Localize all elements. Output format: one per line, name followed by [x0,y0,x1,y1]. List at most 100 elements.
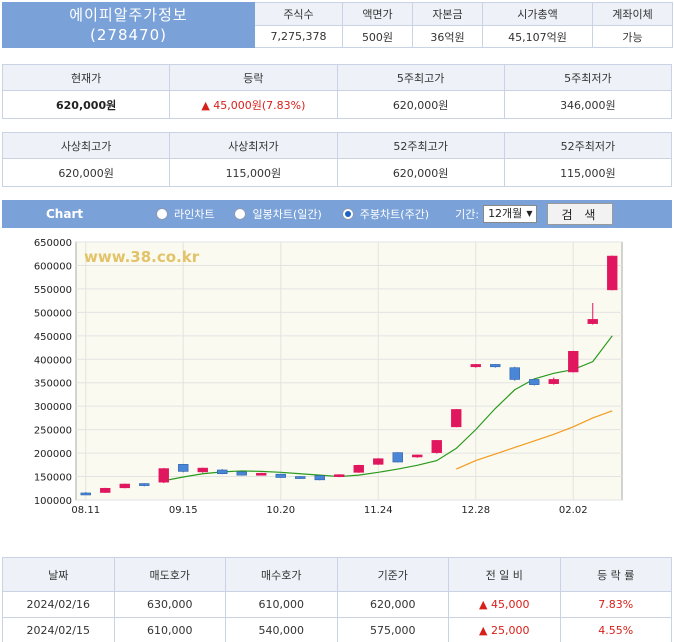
radio-label-weekly: 주봉차트(주간) [359,208,430,221]
trades-header-ask: 매도호가 [113,557,226,592]
table-row: 2024/02/16 630,000 610,000 620,000 ▲ 45,… [2,591,672,618]
radio-dot-daily[interactable] [234,208,247,220]
candle-body [158,468,169,483]
x-tick-label: 10.20 [266,505,295,516]
y-tick-label: 250000 [34,426,72,437]
history-table: 사상최고가 사상최저가 52주최고가 52주최저가 620,000원 115,0… [1,132,673,187]
x-tick-label: 08.11 [71,505,100,516]
candle-body [236,471,247,476]
company-title: 에이피알주가정보 (278470) [2,2,255,48]
y-tick-label: 550000 [34,285,72,296]
price-header-5w-low: 5주최저가 [503,64,673,91]
hist-header-52w-low: 52주최저가 [503,132,673,159]
trades-header-rate: 등 락 률 [559,557,672,592]
trade-base: 575,000 [336,617,449,642]
candle-body [139,483,150,486]
price-change: ▲ 45,000원(7.83%) [169,90,338,119]
candle-body [373,458,384,465]
candle-body [217,469,228,475]
trades-table: 날짜 매도호가 매수호가 기준가 전 일 비 등 락 률 2024/02/16 … [2,557,672,642]
52w-low: 115,000원 [503,158,673,187]
period-label: 기간: [455,208,480,221]
plot-area [75,241,623,501]
radio-weekly-chart[interactable]: 주봉차트(주간) [341,206,430,222]
current-price: 620,000원 [1,90,171,119]
y-tick-label: 500000 [34,308,72,319]
candle-body [80,492,91,496]
info-market-cap: 45,107억원 [482,25,593,48]
candle-body [256,472,267,476]
candle-body [509,367,520,380]
period-value: 12개월 [488,207,523,220]
trade-rate: 7.83% [559,591,672,618]
candle-body [334,474,345,477]
info-shares: 7,275,378 [254,25,343,48]
candle-body [490,364,501,368]
price-header-change: 등락 [169,64,338,91]
trade-diff: ▲ 25,000 [448,617,561,642]
candle-body [587,319,598,324]
radio-line-chart[interactable]: 라인차트 [156,206,214,222]
all-time-low: 115,000원 [169,158,338,187]
hist-header-all-low: 사상최저가 [169,132,338,159]
candle-body [470,364,481,368]
price-header-5w-high: 5주최고가 [336,64,505,91]
company-name: 에이피알주가정보 [69,6,188,24]
y-tick-label: 350000 [34,379,72,390]
chart-svg: 100000 150000 200000 250000 300000 350000 4000… [34,238,623,516]
radio-dot-line[interactable] [156,208,168,220]
candle-body [568,350,579,373]
y-tick-label: 450000 [34,332,72,343]
info-header-transfer: 계좌이체 [592,2,673,26]
y-tick-label: 150000 [34,473,72,484]
trades-header-base: 기준가 [336,557,449,592]
candle-body [548,379,559,384]
candle-body [178,464,189,472]
table-row: 2024/02/15 610,000 540,000 575,000 ▲ 25,… [2,617,672,642]
info-transfer: 가능 [592,25,673,48]
x-tick-label: 11.24 [364,505,393,516]
watermark: www.38.co.kr [84,248,200,266]
info-header-market-cap: 시가총액 [482,2,593,26]
radio-label-line: 라인차트 [174,208,215,221]
5w-high: 620,000원 [336,90,505,119]
price-header-current: 현재가 [1,64,171,91]
price-table: 현재가 등락 5주최고가 5주최저가 620,000원 ▲ 45,000원(7.… [1,64,673,119]
radio-label-daily: 일봉차트(일간) [252,208,322,221]
period-group: 기간: 12개월 ▼ [455,205,538,223]
x-tick-label: 12.28 [461,505,490,516]
y-tick-label: 600000 [34,261,72,272]
info-header-par-value: 액면가 [342,2,413,26]
candle-body [314,475,325,481]
trades-header-date: 날짜 [2,557,115,592]
candle-body [451,409,462,428]
trade-bid: 610,000 [225,591,338,618]
trade-ask: 630,000 [113,591,226,618]
candle-body [295,476,306,479]
y-tick-label: 100000 [34,496,72,507]
trade-diff: ▲ 45,000 [448,591,561,618]
trade-bid: 540,000 [225,617,338,642]
candle-body [353,464,364,473]
chevron-down-icon: ▼ [526,209,533,218]
trade-rate: 4.55% [559,617,672,642]
chart-label: Chart [46,207,84,221]
candle-body [119,483,130,489]
y-tick-label: 300000 [34,402,72,413]
company-code: (278470) [90,26,167,44]
5w-low: 346,000원 [503,90,673,119]
radio-daily-chart[interactable]: 일봉차트(일간) [234,206,322,222]
candle-body [431,440,442,453]
trade-date: 2024/02/15 [2,617,115,642]
candle-body [392,452,403,463]
candle-body [197,467,208,473]
search-button[interactable]: 검 색 [547,203,614,225]
period-select[interactable]: 12개월 ▼ [483,205,538,223]
candle-body [100,487,111,493]
candle-body [275,473,286,478]
radio-dot-weekly[interactable] [341,208,354,220]
y-tick-label: 650000 [34,238,72,249]
ma-long-line [456,410,613,470]
candle-body [529,379,540,385]
stock-info-table: 에이피알주가정보 (278470) 주식수 액면가 자본금 시가총액 계좌이체 … [2,2,673,48]
